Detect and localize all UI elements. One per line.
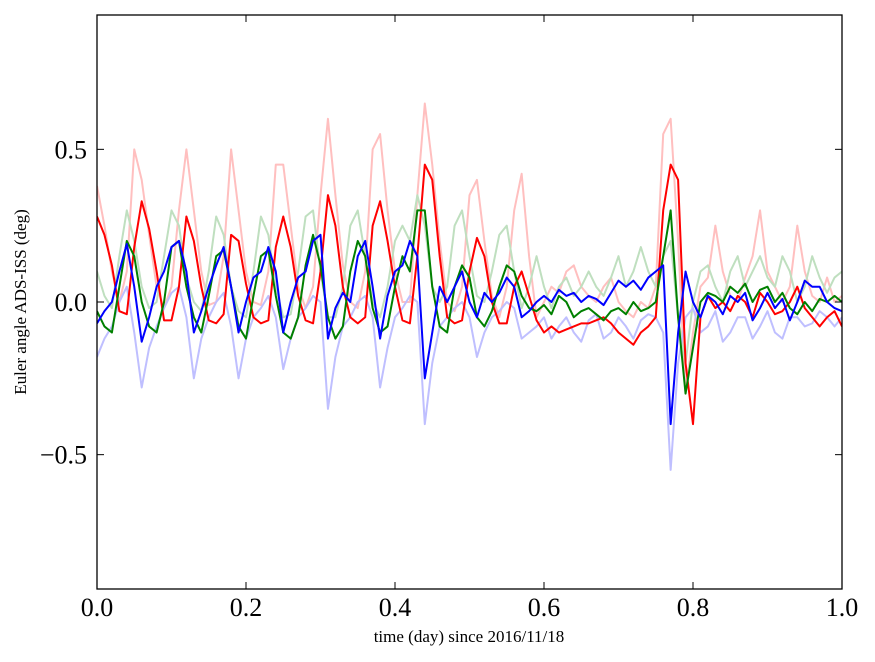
data-line (97, 102, 842, 395)
x-tick-label: 1.0 (826, 593, 859, 622)
y-tick-label: −0.5 (40, 441, 87, 470)
x-tick-label: 0.4 (379, 593, 412, 622)
x-tick-label: 0.2 (230, 593, 263, 622)
y-axis-label: Euler angle ADS-ISS (deg) (11, 209, 30, 395)
x-tick-label: 0.6 (528, 593, 561, 622)
data-line (97, 285, 842, 471)
x-tick-label: 0.8 (677, 593, 710, 622)
x-tick-label: 0.0 (81, 593, 114, 622)
data-line (97, 233, 842, 426)
data-line (97, 194, 842, 365)
x-axis-label: time (day) since 2016/11/18 (374, 627, 565, 646)
y-tick-label: 0.0 (55, 288, 88, 317)
y-tick-label: 0.5 (55, 135, 88, 164)
